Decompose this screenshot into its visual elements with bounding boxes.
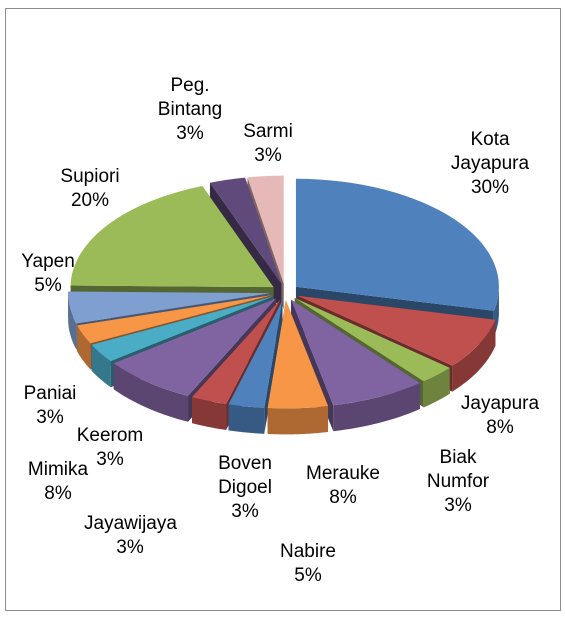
value-label: 8% [486, 417, 514, 438]
value-label: 3% [176, 123, 204, 144]
chart-border [5, 8, 561, 611]
category-label: Merauke [306, 463, 380, 484]
slice-top [91, 296, 274, 362]
slice-top [192, 299, 281, 404]
value-label: 3% [444, 495, 472, 516]
slice-top [295, 178, 499, 311]
category-label: Jayawijaya [84, 513, 177, 534]
slice-side [192, 397, 227, 430]
category-label: Biak Numfor [426, 447, 490, 492]
data-label: Sarmi 3% [222, 120, 314, 168]
slice-side [77, 325, 91, 370]
data-label: Supiori 20% [44, 165, 136, 213]
data-label: Jayapura 8% [454, 392, 546, 440]
data-label: Boven Digoel 3% [199, 452, 291, 524]
slice-top [70, 186, 274, 288]
slice-top [113, 298, 277, 396]
slice-top [228, 300, 283, 408]
category-label: Yapen [21, 251, 75, 272]
value-label: 3% [96, 449, 124, 470]
category-label: Paniai [23, 383, 77, 404]
data-label: Biak Numfor 3% [412, 446, 504, 518]
slice-side [228, 404, 265, 434]
slice [267, 300, 329, 435]
slice-side [68, 293, 77, 350]
value-label: 30% [470, 177, 510, 198]
data-label: Kota Jayapura 30% [444, 128, 536, 200]
category-label: Boven Digoel [218, 453, 272, 498]
value-label: 20% [70, 190, 110, 211]
slice-top [247, 175, 284, 284]
data-label: Jayawijaya 3% [84, 512, 177, 560]
category-label: Keerom [76, 425, 144, 446]
category-label: Supiori [60, 166, 120, 187]
data-label: Paniai 3% [4, 382, 96, 430]
value-label: 5% [294, 565, 322, 586]
data-label: Yapen 5% [2, 250, 94, 298]
value-label: 3% [36, 407, 64, 428]
data-label: Keerom 3% [64, 424, 156, 472]
value-label: 5% [34, 275, 62, 296]
slice-side [423, 367, 450, 408]
slice-side [267, 406, 329, 435]
value-label: 8% [329, 487, 357, 508]
category-label: Mimika [27, 459, 89, 480]
slice-top [294, 297, 450, 382]
value-label: 3% [116, 537, 144, 558]
category-label: Sarmi [243, 121, 293, 142]
data-label: Merauke 8% [297, 462, 389, 510]
slice-side [91, 344, 111, 388]
category-label: Jayapura [460, 393, 540, 414]
slice-side [91, 296, 274, 371]
value-label: 3% [254, 145, 282, 166]
slice-top [291, 299, 421, 406]
slice-side [113, 363, 189, 422]
category-label: Kota Jayapura [450, 129, 530, 174]
slice-side [333, 382, 421, 432]
slice-top [297, 295, 496, 366]
slice-top [267, 300, 329, 409]
category-label: Nabire [280, 541, 336, 562]
slice-top [209, 177, 282, 284]
slice [228, 300, 283, 434]
category-label: Peg. Bintang [157, 75, 223, 120]
data-label: Nabire 5% [262, 540, 354, 588]
data-label: Mimika 8% [12, 458, 104, 506]
value-label: 8% [44, 483, 72, 504]
data-label: Peg. Bintang 3% [144, 74, 236, 146]
slice-side [452, 319, 496, 392]
slice-top [68, 291, 272, 324]
slice-top [77, 295, 272, 344]
value-label: 3% [231, 501, 259, 522]
